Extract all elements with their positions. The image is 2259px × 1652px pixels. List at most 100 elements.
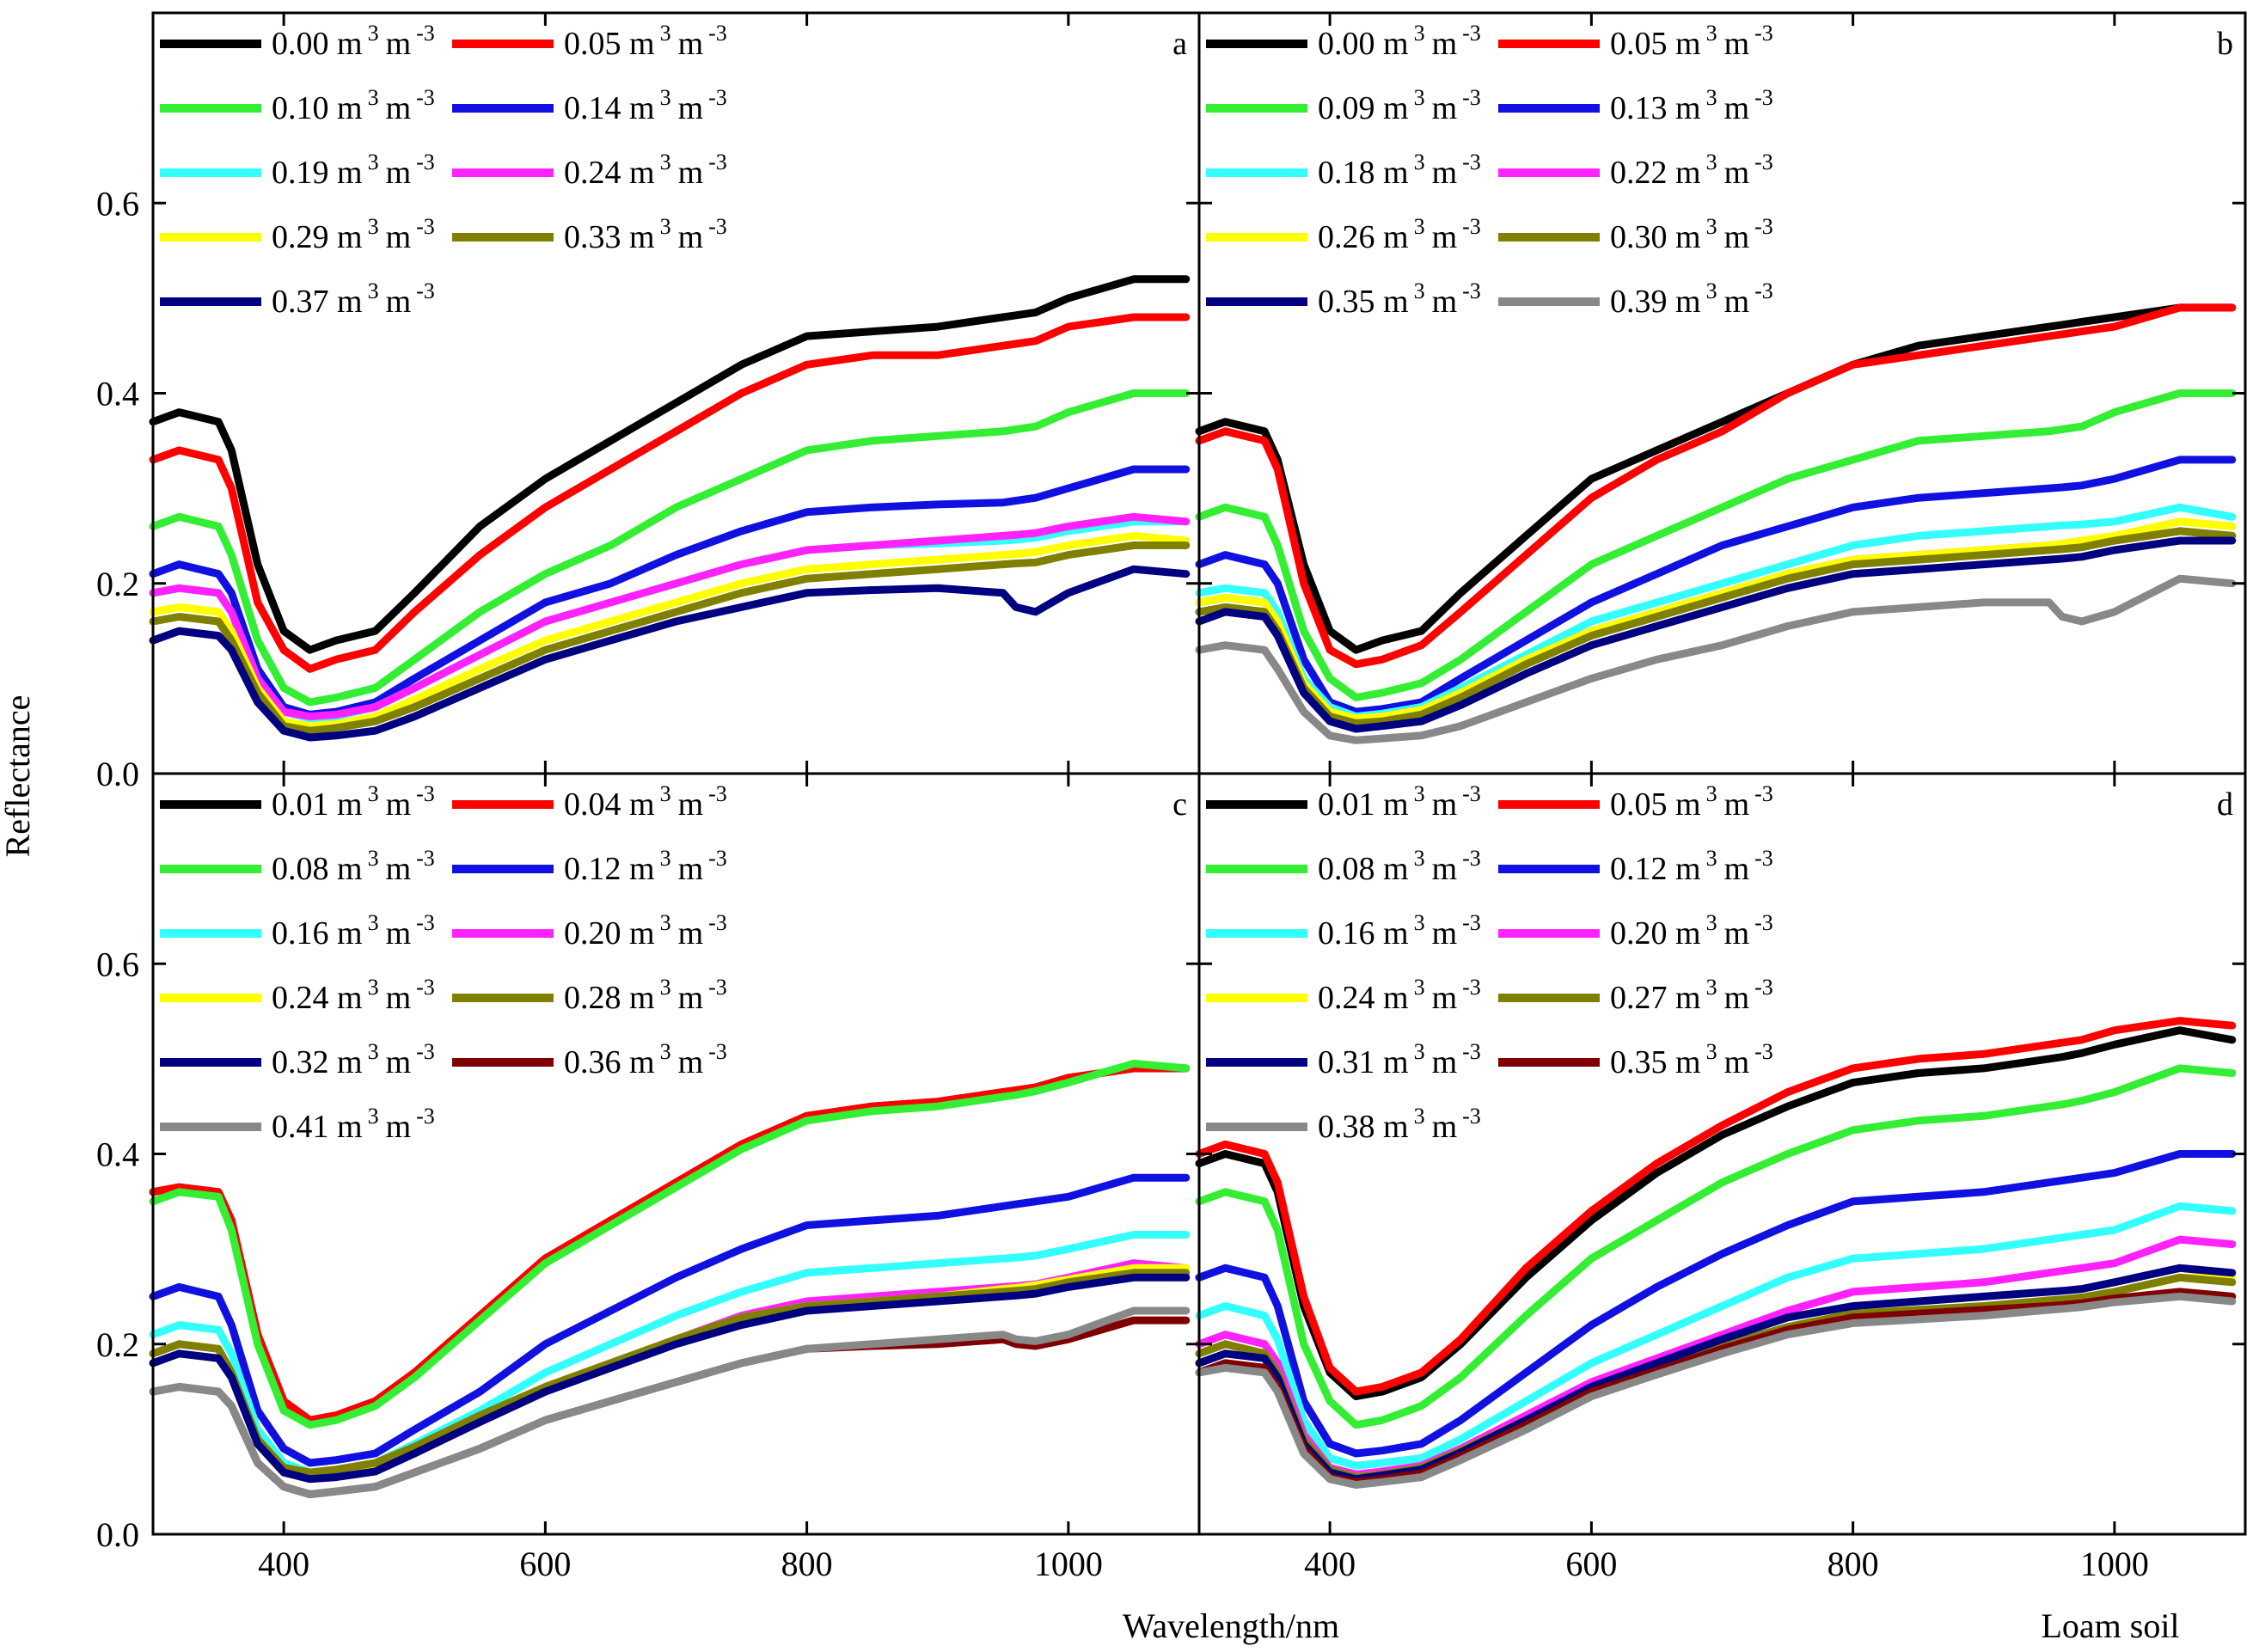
x-tick-label: 400 xyxy=(1304,1545,1356,1583)
panel-a: 0.00 m 3 m -3 0.05 m 3 m -3 0.10 m 3 m -3 0.14 m 3 m -3… xyxy=(149,21,1191,742)
legend-label-0.05: 0.05 m 3 m -3 xyxy=(1610,781,1773,823)
legend-label-0.05: 0.05 m 3 m -3 xyxy=(564,21,727,62)
x-tick-label: 800 xyxy=(781,1545,833,1583)
legend-label-0.14: 0.14 m 3 m -3 xyxy=(564,85,727,126)
series-line-0.14 xyxy=(149,465,1191,719)
x-tick-label: 600 xyxy=(1565,1545,1617,1583)
legend: 0.00 m 3 m -3 0.05 m 3 m -3 0.10 m 3 m -3 0.14 m 3 m -3… xyxy=(160,21,727,320)
legend-label-0.29: 0.29 m 3 m -3 xyxy=(272,214,435,255)
panel-letter-b: b xyxy=(2217,26,2233,62)
legend-label-0.10: 0.10 m 3 m -3 xyxy=(272,85,435,126)
figure-caption: Loam soil xyxy=(2041,1606,2179,1645)
legend-label-0.20: 0.20 m 3 m -3 xyxy=(564,910,727,951)
series-line-0.38 xyxy=(1195,1292,2237,1489)
x-tick-label: 600 xyxy=(519,1545,571,1583)
series-line-0.39 xyxy=(1195,574,2237,744)
series-line-0.13 xyxy=(1195,456,2237,716)
series-line-0.09 xyxy=(1195,389,2237,701)
y-tick-label: 0.6 xyxy=(96,184,139,223)
legend-label-0.22: 0.22 m 3 m -3 xyxy=(1610,150,1773,191)
legend-label-0.16: 0.16 m 3 m -3 xyxy=(272,910,435,951)
series-line-0.41 xyxy=(149,1306,1191,1498)
legend-label-0.01: 0.01 m 3 m -3 xyxy=(272,781,435,823)
legend-label-0.00: 0.00 m 3 m -3 xyxy=(1318,21,1481,62)
legend-label-0.24: 0.24 m 3 m -3 xyxy=(1318,975,1481,1016)
x-tick-label: 800 xyxy=(1827,1545,1879,1583)
y-tick-label: 0.0 xyxy=(96,1515,139,1554)
series-line-0.00 xyxy=(1195,303,2237,654)
series-lines xyxy=(1195,1017,2237,1489)
y-tick-label: 0.2 xyxy=(96,565,139,603)
panel-c: 0.01 m 3 m -3 0.04 m 3 m -3 0.08 m 3 m -3 0.12 m 3 m -3… xyxy=(149,781,1191,1498)
legend-label-0.24: 0.24 m 3 m -3 xyxy=(272,975,435,1016)
axes-frame xyxy=(151,11,2247,1536)
series-line-0.08 xyxy=(1195,1064,2237,1429)
y-tick-label: 0.4 xyxy=(96,375,139,413)
y-tick-label: 0.2 xyxy=(96,1325,139,1364)
series-line-0.10 xyxy=(149,389,1191,707)
series-line-0.33 xyxy=(149,541,1191,735)
x-tick-label: 1000 xyxy=(2080,1545,2149,1583)
series-line-0.12 xyxy=(1195,1150,2237,1458)
legend-label-0.35: 0.35 m 3 m -3 xyxy=(1610,1039,1773,1080)
legend-label-0.37: 0.37 m 3 m -3 xyxy=(272,278,435,320)
legend-label-0.04: 0.04 m 3 m -3 xyxy=(564,781,727,823)
series-lines xyxy=(149,1059,1191,1498)
series-line-0.32 xyxy=(149,1273,1191,1484)
panel-letter-d: d xyxy=(2217,786,2233,823)
series-line-0.16 xyxy=(149,1231,1191,1477)
legend: 0.00 m 3 m -3 0.05 m 3 m -3 0.09 m 3 m -3 0.13 m 3 m -3… xyxy=(1206,21,1773,320)
x-tick-label: 400 xyxy=(258,1545,309,1583)
panel-letter-a: a xyxy=(1172,26,1187,62)
series-line-0.05 xyxy=(149,313,1191,673)
legend-label-0.32: 0.32 m 3 m -3 xyxy=(272,1039,435,1080)
legend-label-0.24: 0.24 m 3 m -3 xyxy=(564,150,727,191)
series-lines xyxy=(149,275,1191,742)
legend-label-0.05: 0.05 m 3 m -3 xyxy=(1610,21,1773,62)
series-line-0.08 xyxy=(149,1059,1191,1429)
y-tick-label: 0.6 xyxy=(96,945,139,983)
legend-label-0.19: 0.19 m 3 m -3 xyxy=(272,150,435,191)
series-line-0.16 xyxy=(1195,1202,2237,1470)
legend-label-0.20: 0.20 m 3 m -3 xyxy=(1610,910,1773,951)
legend-label-0.26: 0.26 m 3 m -3 xyxy=(1318,214,1481,255)
series-line-0.24 xyxy=(149,512,1191,721)
panel-d: 0.01 m 3 m -3 0.05 m 3 m -3 0.08 m 3 m -3 0.12 m 3 m -3… xyxy=(1195,781,2237,1489)
panel-letter-c: c xyxy=(1172,786,1187,823)
series-line-0.05 xyxy=(1195,303,2237,669)
legend-label-0.09: 0.09 m 3 m -3 xyxy=(1318,85,1481,126)
legend-label-0.30: 0.30 m 3 m -3 xyxy=(1610,214,1773,255)
y-tick-label: 0.0 xyxy=(96,755,139,793)
legend-label-0.33: 0.33 m 3 m -3 xyxy=(564,214,727,255)
series-line-0.37 xyxy=(149,565,1191,742)
legend-label-0.18: 0.18 m 3 m -3 xyxy=(1318,150,1481,191)
x-axis-title: Wavelength/nm xyxy=(1123,1606,1339,1645)
legend-label-0.12: 0.12 m 3 m -3 xyxy=(1610,846,1773,887)
series-line-0.00 xyxy=(149,275,1191,654)
legend-label-0.27: 0.27 m 3 m -3 xyxy=(1610,975,1773,1016)
legend-label-0.12: 0.12 m 3 m -3 xyxy=(564,846,727,887)
legend-label-0.00: 0.00 m 3 m -3 xyxy=(272,21,435,62)
legend-label-0.41: 0.41 m 3 m -3 xyxy=(272,1104,435,1145)
x-tick-label: 1000 xyxy=(1034,1545,1103,1583)
panel-b: 0.00 m 3 m -3 0.05 m 3 m -3 0.09 m 3 m -3 0.13 m 3 m -3… xyxy=(1195,21,2237,744)
legend-label-0.13: 0.13 m 3 m -3 xyxy=(1610,85,1773,126)
legend-label-0.38: 0.38 m 3 m -3 xyxy=(1318,1104,1481,1145)
legend: 0.01 m 3 m -3 0.04 m 3 m -3 0.08 m 3 m -3 0.12 m 3 m -3… xyxy=(160,781,727,1145)
legend-label-0.39: 0.39 m 3 m -3 xyxy=(1610,278,1773,320)
tick-labels: 0.0 0.2 0.4 0.6 0.0 0.2 0.4 0.6 400 600 800 1000 400… xyxy=(96,184,2149,1583)
series-line-0.35 xyxy=(1195,536,2237,733)
legend-label-0.16: 0.16 m 3 m -3 xyxy=(1318,910,1481,951)
legend: 0.01 m 3 m -3 0.05 m 3 m -3 0.08 m 3 m -3 0.12 m 3 m -3… xyxy=(1206,781,1773,1145)
y-axis-title: Reflectance xyxy=(0,695,37,858)
series-line-0.12 xyxy=(149,1173,1191,1467)
panels: 0.00 m 3 m -3 0.05 m 3 m -3 0.10 m 3 m -3 0.14 m 3 m -3… xyxy=(149,21,2237,1498)
legend-label-0.08: 0.08 m 3 m -3 xyxy=(1318,846,1481,887)
legend-label-0.01: 0.01 m 3 m -3 xyxy=(1318,781,1481,823)
series-lines xyxy=(1195,303,2237,744)
legend-label-0.35: 0.35 m 3 m -3 xyxy=(1318,278,1481,320)
legend-label-0.36: 0.36 m 3 m -3 xyxy=(564,1039,727,1080)
series-line-0.05 xyxy=(1195,1017,2237,1396)
